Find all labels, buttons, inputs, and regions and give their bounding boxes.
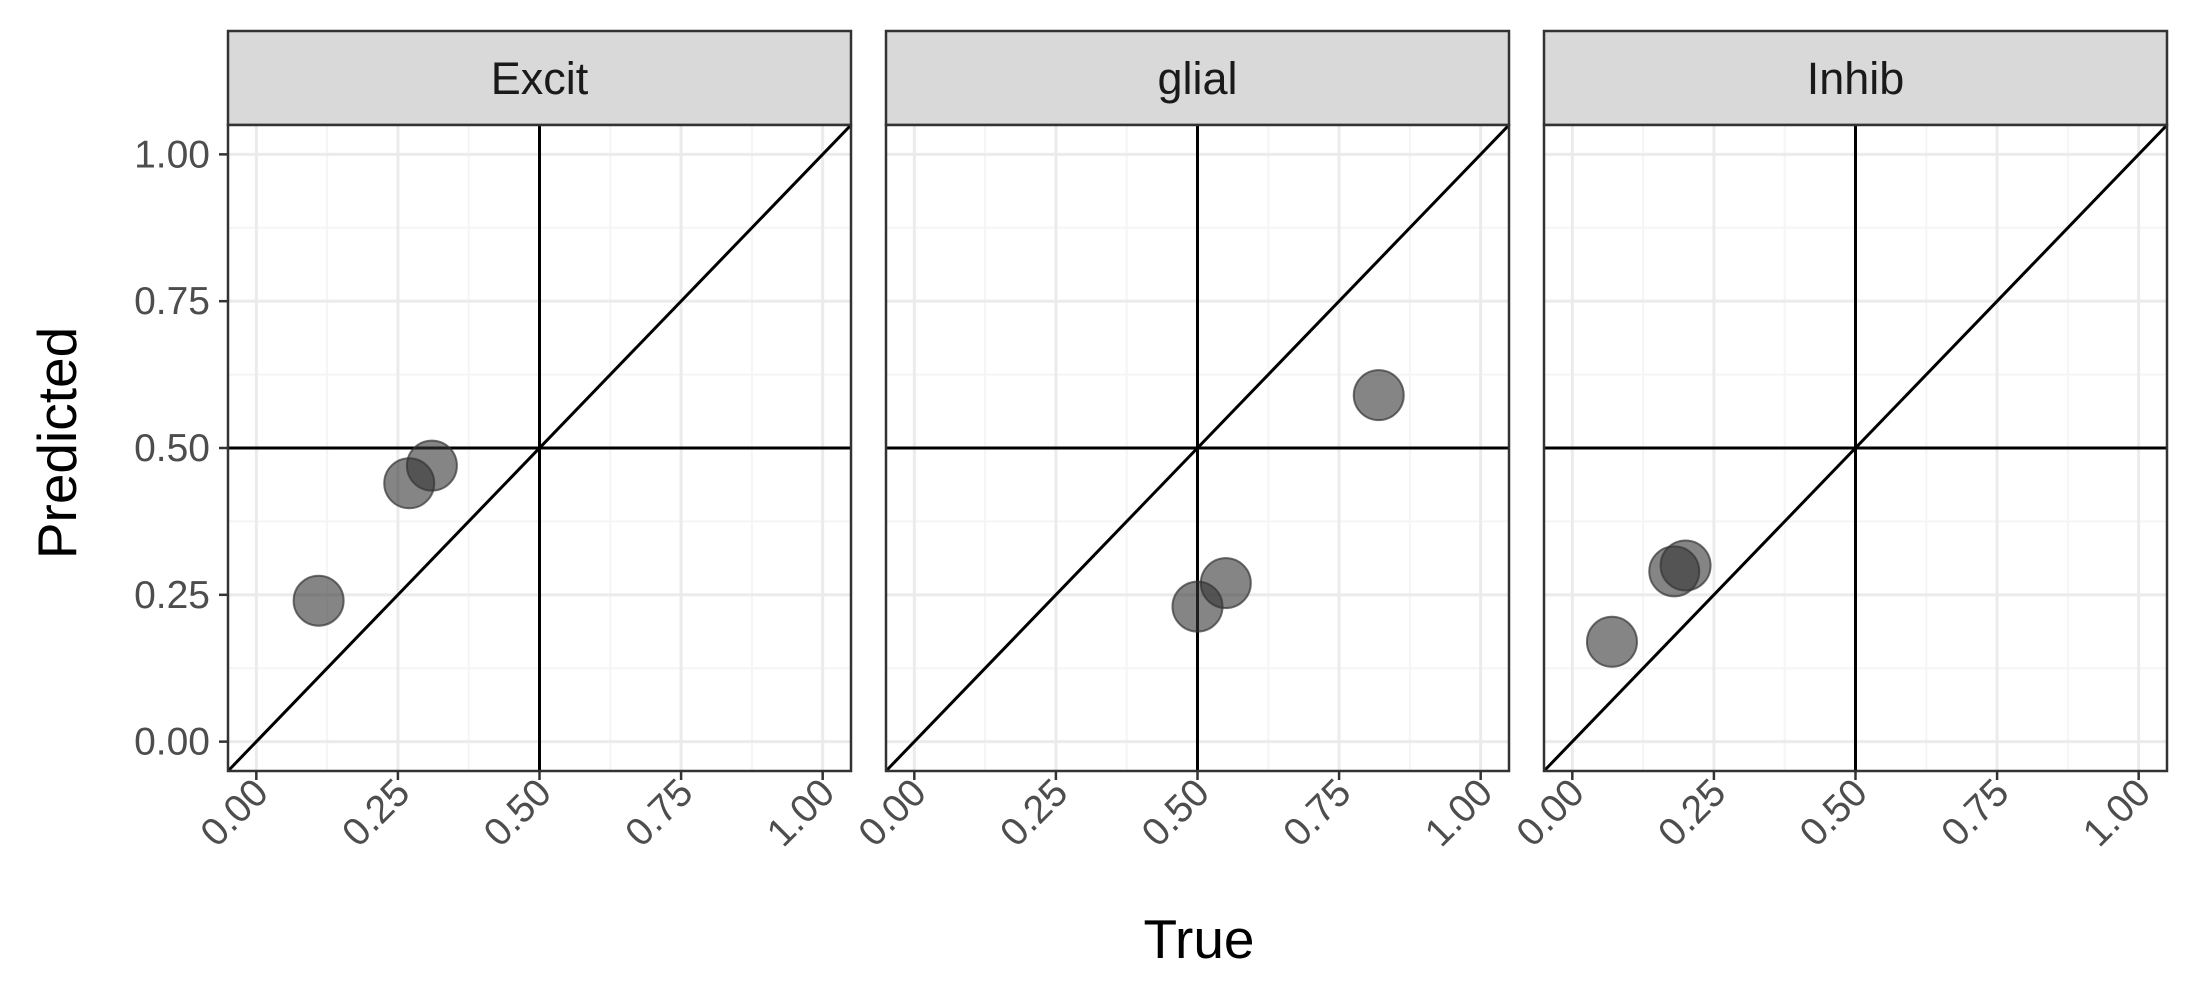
- panel-glial-title: glial: [1157, 53, 1237, 104]
- panel-inhib-title: Inhib: [1807, 53, 1905, 104]
- y-tick-label: 0.75: [134, 280, 210, 323]
- panel-inhib-strip: [1542, 29, 2169, 127]
- panel-glial-x-tick-label: 0.75: [1275, 771, 1359, 855]
- panel-inhib-point: [1659, 539, 1712, 592]
- panel-glial-point: [1352, 369, 1405, 422]
- panel-glial-x-tick-label: 0.50: [1134, 771, 1218, 855]
- panel-inhib-x-tick-label: 0.25: [1650, 771, 1734, 855]
- panel-excit-x-tick-label: 0.75: [617, 771, 701, 855]
- panel-excit-x-tick-label: 1.00: [759, 771, 843, 855]
- y-tick-label: 0.25: [134, 574, 210, 617]
- panel-excit-point: [405, 439, 458, 492]
- panel-excit-x-tick-label: 0.50: [476, 771, 560, 855]
- panel-inhib-x-tick-label: 0.50: [1792, 771, 1876, 855]
- panel-glial-x-tick-label: 1.00: [1417, 771, 1501, 855]
- panel-glial-x-tick-label: 0.00: [851, 771, 935, 855]
- panel-excit-strip: [226, 29, 853, 127]
- panel-excit-title: Excit: [491, 53, 589, 104]
- panel-inhib-point: [1585, 615, 1638, 668]
- y-tick-label: 0.50: [134, 427, 210, 470]
- panel-glial-x-tick-label: 0.25: [992, 771, 1076, 855]
- panel-excit-x-tick-label: 0.00: [193, 771, 277, 855]
- panel-inhib-x-tick-label: 0.00: [1509, 771, 1593, 855]
- y-tick-label: 1.00: [134, 133, 210, 176]
- panel-glial-point: [1199, 557, 1252, 610]
- panel-inhib-x-tick-label: 1.00: [2075, 771, 2159, 855]
- y-axis-title: Predicted: [26, 327, 88, 559]
- y-tick-label: 0.00: [134, 721, 210, 764]
- panel-excit-x-tick-label: 0.25: [334, 771, 418, 855]
- panel-excit-point: [292, 574, 345, 627]
- x-axis-title: True: [1143, 908, 1254, 970]
- panel-inhib-x-tick-label: 0.75: [1933, 771, 2017, 855]
